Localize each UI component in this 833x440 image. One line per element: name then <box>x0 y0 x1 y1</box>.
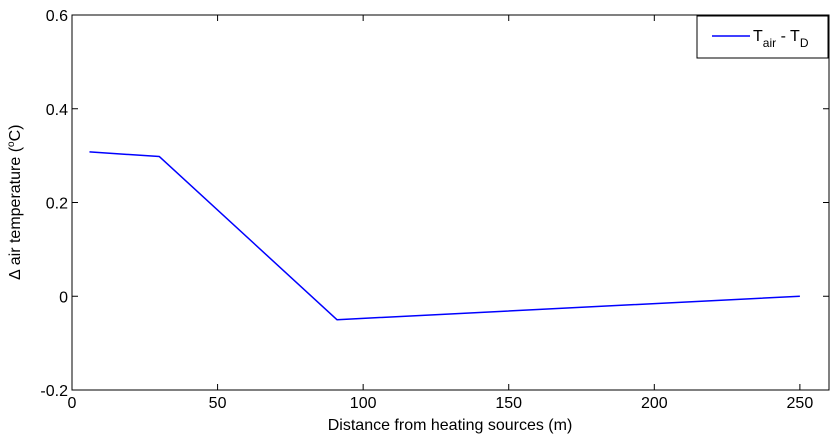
y-tick-label: -0.2 <box>40 383 68 400</box>
legend-box <box>696 15 829 59</box>
y-tick-label: 0.4 <box>46 102 68 119</box>
legend-mid: - T <box>776 28 800 45</box>
y-axis-ticks: -0.2 0 0.2 0.4 0.6 <box>40 8 829 400</box>
legend-sub-air: air <box>763 36 776 50</box>
x-tick-label: 150 <box>495 395 522 412</box>
legend-sub-d: D <box>800 36 809 50</box>
y-axis-label-unit: C) <box>7 125 24 142</box>
x-tick-label: 250 <box>787 395 814 412</box>
x-tick-label: 50 <box>209 395 227 412</box>
x-tick-label: 100 <box>350 395 377 412</box>
y-axis-label-degree: o <box>6 141 17 147</box>
legend-t-air: T <box>753 28 763 45</box>
y-axis-label-main: ∆ air temperature ( <box>7 146 24 279</box>
y-tick-label: 0 <box>59 289 68 306</box>
x-axis-ticks: 0 50 100 150 200 250 <box>68 15 814 412</box>
legend-entry-label: Tair - TD <box>753 28 809 50</box>
y-tick-label: 0.2 <box>46 196 68 213</box>
y-axis-label: ∆ air temperature (oC) <box>6 125 24 280</box>
x-tick-label: 200 <box>641 395 668 412</box>
legend: Tair - TD <box>696 15 829 59</box>
x-tick-label: 0 <box>68 395 77 412</box>
y-tick-label: 0.6 <box>46 8 68 25</box>
series-line-tair-td <box>89 151 800 321</box>
series-layer <box>89 151 800 321</box>
x-axis-label: Distance from heating sources (m) <box>328 417 573 434</box>
